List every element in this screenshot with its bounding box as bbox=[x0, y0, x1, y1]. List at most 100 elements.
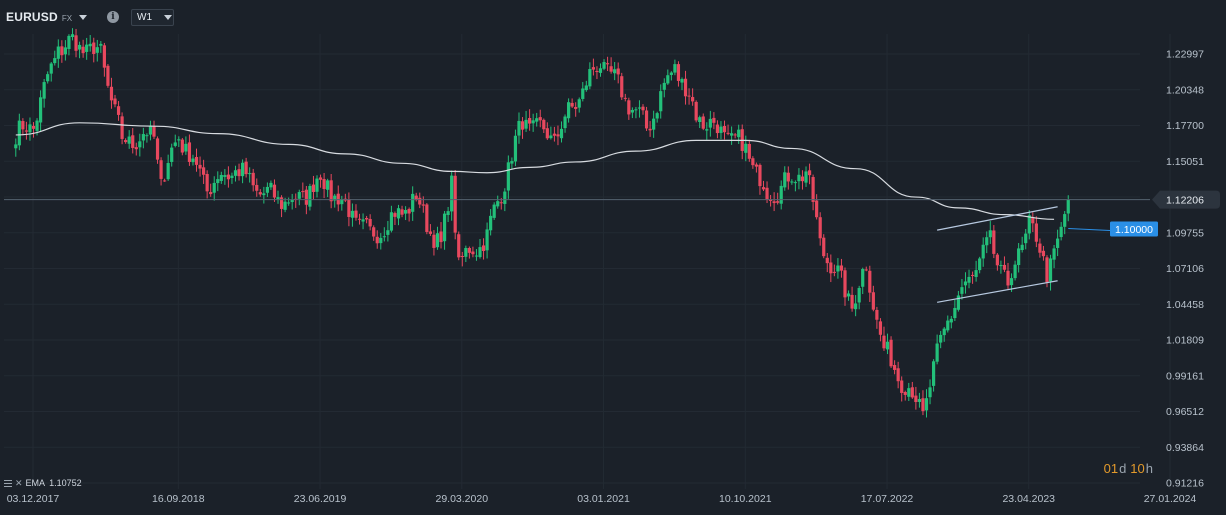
candle-body bbox=[815, 200, 819, 218]
candle-body bbox=[1024, 233, 1028, 244]
candle-body bbox=[726, 132, 730, 134]
candle-body bbox=[528, 117, 532, 124]
candle-body bbox=[248, 173, 252, 175]
candle-body bbox=[326, 180, 330, 190]
candle-body bbox=[956, 295, 960, 310]
order-level-box bbox=[1110, 221, 1158, 237]
candle-body bbox=[889, 339, 893, 367]
candle-body bbox=[570, 102, 574, 107]
candle-body bbox=[38, 97, 43, 123]
countdown-hours-unit: h bbox=[1145, 461, 1153, 476]
candle-body bbox=[14, 144, 18, 149]
candle-body bbox=[272, 184, 277, 198]
candle-body bbox=[970, 274, 975, 276]
candle-body bbox=[365, 217, 369, 220]
candle-body bbox=[53, 58, 57, 64]
candle-body bbox=[102, 45, 106, 68]
candle-body bbox=[315, 178, 319, 192]
candle-body bbox=[124, 140, 128, 143]
y-tick-label: 1.01809 bbox=[1166, 335, 1204, 347]
candle-body bbox=[81, 46, 85, 54]
candle-body bbox=[531, 120, 535, 124]
candle-body bbox=[109, 86, 114, 101]
candle-body bbox=[673, 64, 677, 73]
candle-body bbox=[421, 204, 425, 206]
candle-body bbox=[113, 98, 117, 105]
candle-body bbox=[127, 136, 131, 144]
indicator-value: 1.10752 bbox=[49, 478, 82, 488]
candle-body bbox=[92, 42, 96, 54]
candle-body bbox=[145, 135, 149, 137]
candle-body bbox=[871, 292, 875, 310]
candle-body bbox=[513, 135, 518, 162]
candle-body bbox=[1009, 278, 1014, 286]
candle-body bbox=[173, 142, 177, 146]
candle-body bbox=[240, 162, 245, 177]
candle-body bbox=[219, 174, 223, 181]
candle-body bbox=[914, 395, 918, 403]
candle-body bbox=[666, 75, 670, 84]
candle-body bbox=[141, 134, 145, 141]
candle-body bbox=[967, 276, 971, 283]
candle-body bbox=[251, 172, 255, 186]
candle-body bbox=[846, 293, 851, 297]
info-icon[interactable]: i bbox=[107, 11, 119, 23]
candle-body bbox=[42, 82, 46, 99]
candle-body bbox=[21, 121, 25, 130]
candle-body bbox=[1048, 258, 1053, 282]
candle-body bbox=[598, 68, 603, 73]
y-tick-label: 1.20348 bbox=[1166, 84, 1204, 96]
y-tick-label: 1.17700 bbox=[1166, 120, 1204, 132]
candle-body bbox=[209, 192, 213, 195]
candle-body bbox=[499, 202, 503, 204]
candle-body bbox=[287, 202, 291, 204]
candle-body bbox=[403, 210, 408, 214]
candle-body bbox=[396, 208, 401, 219]
candle-body bbox=[584, 85, 588, 91]
y-tick-label: 1.15051 bbox=[1166, 156, 1204, 168]
indicator-settings-icon[interactable] bbox=[4, 479, 12, 487]
remove-indicator-icon[interactable]: ✕ bbox=[15, 477, 23, 488]
candle-body bbox=[928, 387, 932, 398]
candle-body bbox=[318, 177, 323, 180]
candle-body bbox=[669, 72, 673, 75]
candle-body bbox=[893, 365, 897, 370]
chevron-down-icon bbox=[164, 15, 172, 20]
candle-body bbox=[524, 119, 528, 129]
candle-body bbox=[800, 176, 805, 182]
candle-body bbox=[804, 171, 808, 183]
candle-body bbox=[535, 118, 539, 122]
candle-body bbox=[981, 244, 985, 259]
candle-body bbox=[269, 182, 273, 188]
candle-body bbox=[701, 116, 705, 129]
candle-body bbox=[170, 147, 174, 162]
timeframe-selector[interactable]: W1 bbox=[131, 9, 174, 26]
candle-body bbox=[134, 147, 138, 150]
candle-body bbox=[88, 43, 92, 47]
candle-body bbox=[623, 97, 627, 99]
candle-body bbox=[517, 120, 521, 136]
candle-body bbox=[790, 181, 794, 183]
candle-body bbox=[187, 142, 192, 162]
candle-body bbox=[464, 248, 468, 257]
candle-body bbox=[70, 34, 75, 38]
candle-body bbox=[1063, 214, 1067, 227]
candle-body bbox=[35, 120, 39, 131]
candle-body bbox=[148, 125, 153, 135]
candle-body bbox=[694, 101, 698, 121]
candle-body bbox=[850, 294, 854, 309]
candle-body bbox=[574, 106, 578, 109]
current-price-label: 1.12206 bbox=[1166, 195, 1204, 207]
candle-body bbox=[212, 182, 216, 193]
candle-body bbox=[375, 236, 379, 244]
symbol-selector[interactable]: EURUSD FX bbox=[6, 8, 88, 26]
candle-body bbox=[754, 164, 759, 167]
ema-line bbox=[15, 122, 1055, 220]
candle-body bbox=[290, 199, 294, 203]
candle-body bbox=[620, 76, 624, 98]
candle-body bbox=[999, 265, 1003, 267]
candle-body bbox=[237, 169, 241, 177]
candle-body bbox=[772, 201, 776, 204]
